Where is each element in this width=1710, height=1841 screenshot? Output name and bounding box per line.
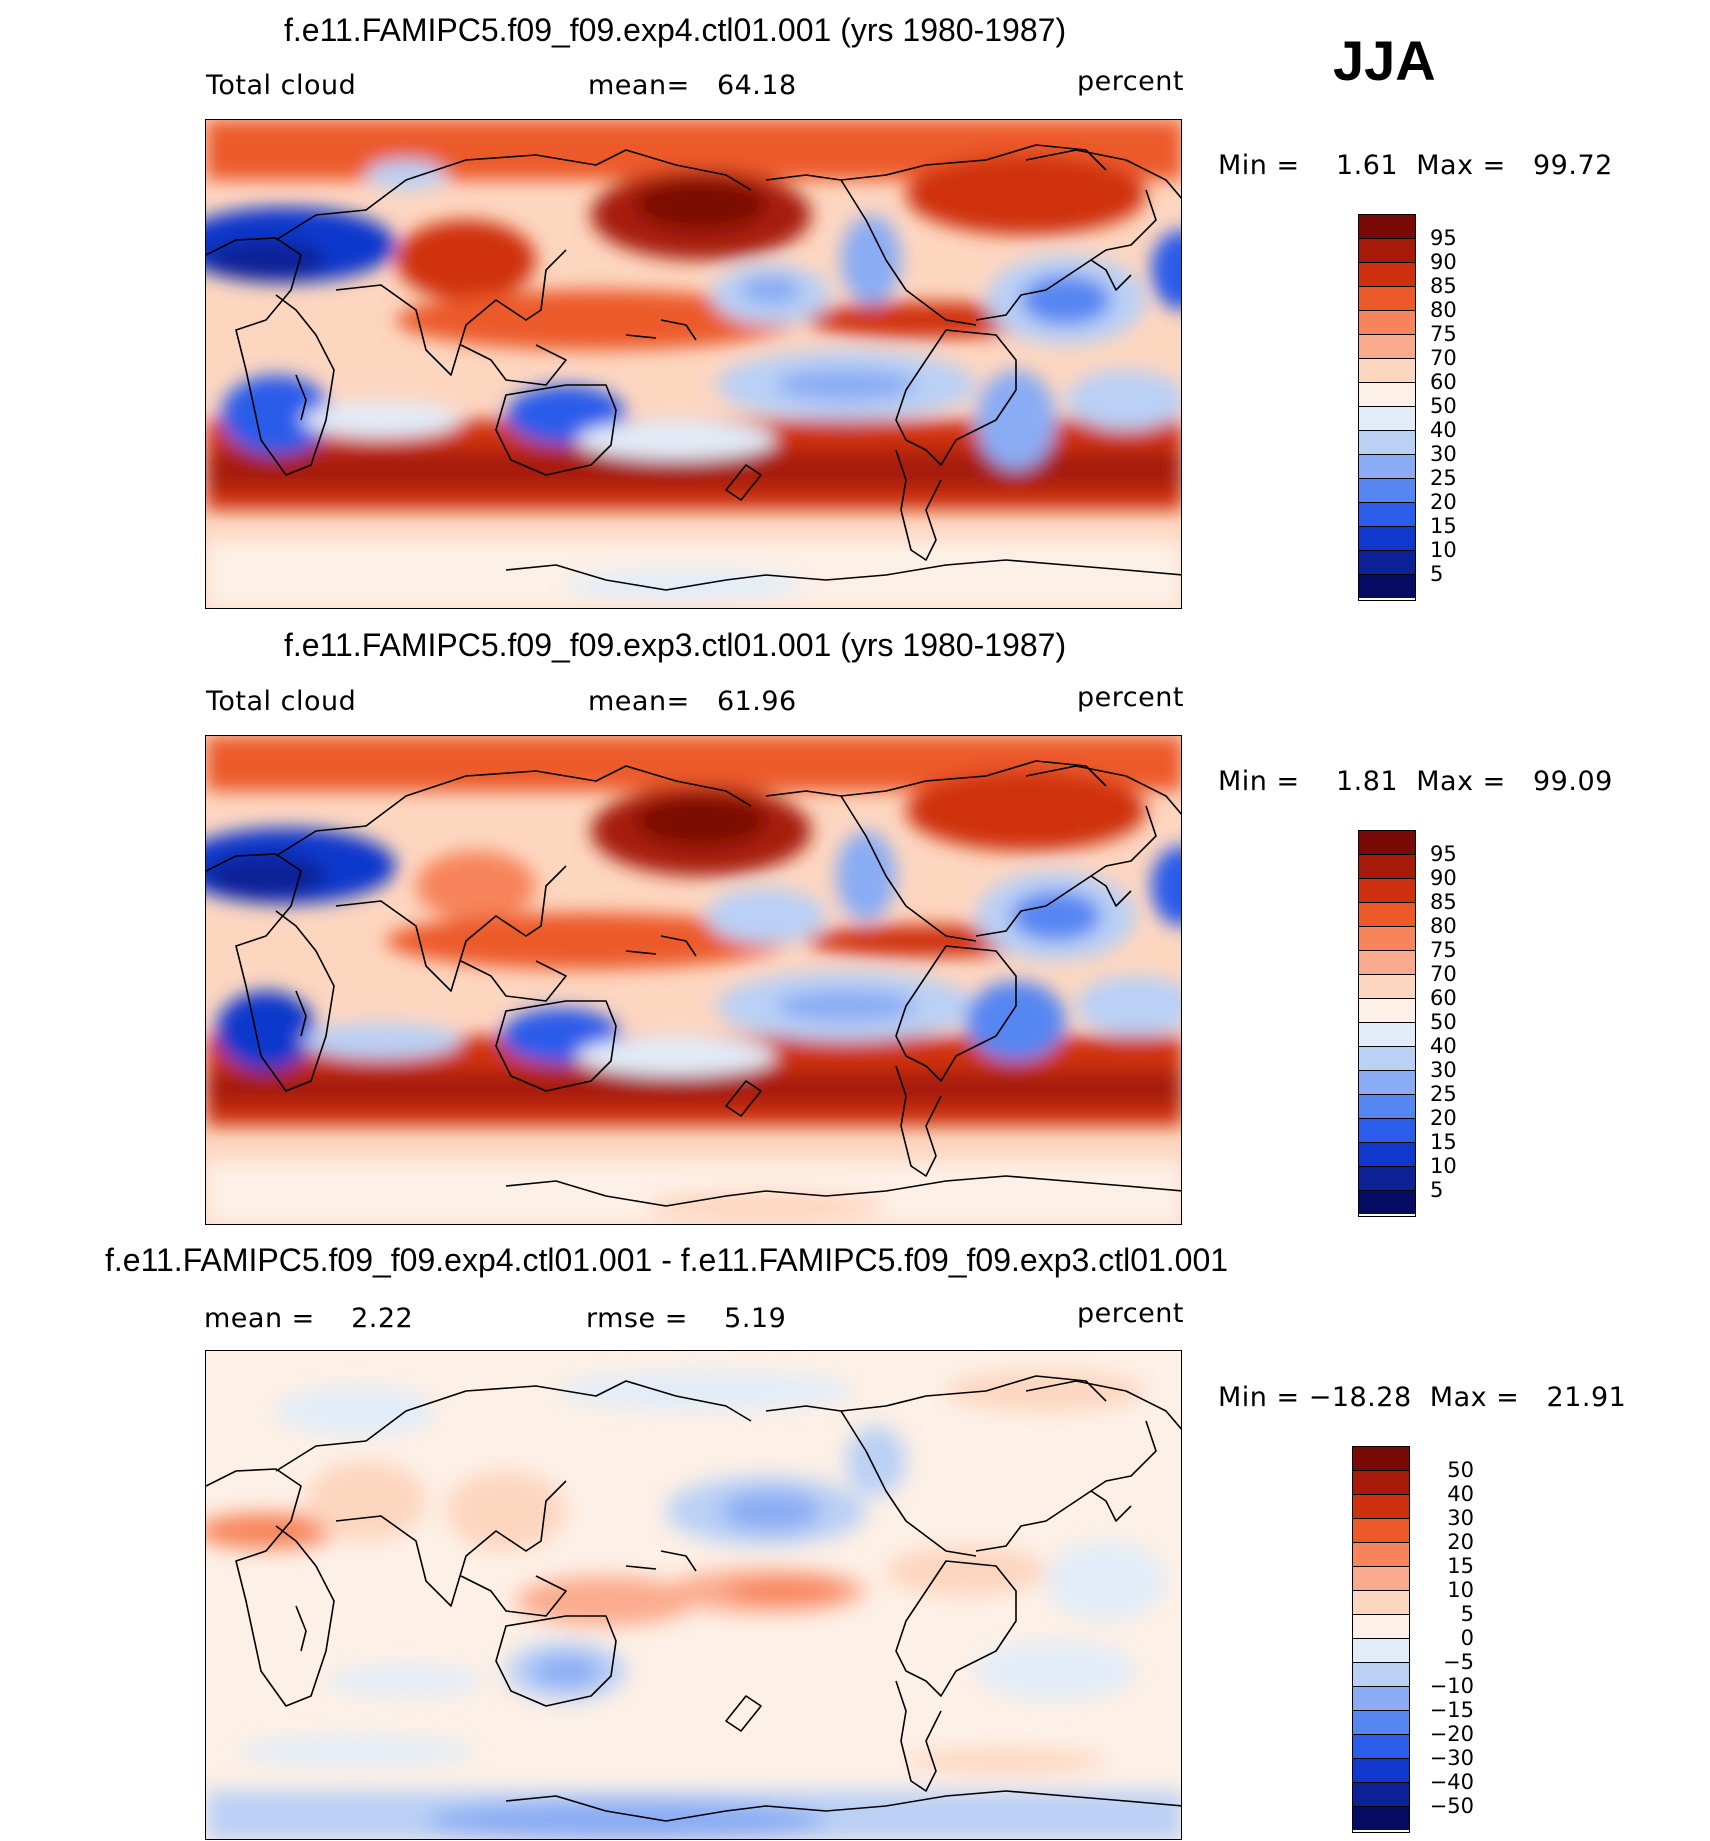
panel-3-colorbar-ticks: 50 40 30 20 15 10 5 0 −5 −10 −15 −20 −30… <box>1424 1458 1474 1818</box>
panel-2-mean-label: mean= 61.96 <box>588 686 797 717</box>
panel-3-tick: −10 <box>1429 1674 1474 1698</box>
panel-1-tick: 90 <box>1430 250 1457 274</box>
panel-1-mean-label: mean= 64.18 <box>588 70 797 101</box>
panel-3-colorbar <box>1352 1446 1410 1833</box>
panel-1-map <box>205 119 1182 609</box>
panel-3-title: f.e11.FAMIPC5.f09_f09.exp4.ctl01.001 - f… <box>105 1242 1229 1278</box>
panel-3-units-label: percent <box>1077 1298 1184 1329</box>
panel-3-minmax: Min = −18.28 Max = 21.91 <box>1218 1382 1627 1413</box>
panel-3-tick: 15 <box>1447 1554 1474 1578</box>
panel-2-tick: 95 <box>1430 842 1457 866</box>
panel-1-tick: 20 <box>1430 490 1457 514</box>
panel-2-colorbar-ticks: 95 90 85 80 75 70 60 50 40 30 25 20 15 1… <box>1430 842 1457 1202</box>
panel-2-tick: 30 <box>1430 1058 1457 1082</box>
panel-3-map <box>205 1350 1182 1840</box>
panel-2-tick: 5 <box>1430 1178 1444 1202</box>
panel-1-tick: 15 <box>1430 514 1457 538</box>
panel-1-tick: 30 <box>1430 442 1457 466</box>
season-label: JJA <box>1333 29 1436 92</box>
panel-1-tick: 80 <box>1430 298 1457 322</box>
panel-2-tick: 85 <box>1430 890 1457 914</box>
panel-1-tick: 5 <box>1430 562 1444 586</box>
panel-3-tick: −5 <box>1443 1650 1474 1674</box>
panel-1-tick: 70 <box>1430 346 1457 370</box>
panel-2-title: f.e11.FAMIPC5.f09_f09.exp3.ctl01.001 (yr… <box>284 627 1067 663</box>
panel-1-title: f.e11.FAMIPC5.f09_f09.exp4.ctl01.001 (yr… <box>284 12 1067 48</box>
panel-1-colorbar-ticks: 95 90 85 80 75 70 60 50 40 30 25 20 15 1… <box>1430 226 1457 586</box>
panel-3-tick: 0 <box>1460 1626 1474 1650</box>
panel-2-colorbar <box>1358 830 1416 1217</box>
panel-2-tick: 75 <box>1430 938 1457 962</box>
panel-2-tick: 70 <box>1430 962 1457 986</box>
panel-3-rmse-label: rmse = 5.19 <box>586 1303 787 1334</box>
panel-3-tick: −20 <box>1429 1722 1474 1746</box>
panel-2-tick: 90 <box>1430 866 1457 890</box>
panel-1-colorbar <box>1358 214 1416 601</box>
panel-3-tick: 40 <box>1447 1482 1474 1506</box>
panel-2-tick: 60 <box>1430 986 1457 1010</box>
panel-1-tick: 95 <box>1430 226 1457 250</box>
panel-1-units-label: percent <box>1077 66 1184 97</box>
panel-2-minmax: Min = 1.81 Max = 99.09 <box>1218 766 1613 797</box>
panel-3-tick: 30 <box>1447 1506 1474 1530</box>
panel-2-map <box>205 735 1182 1225</box>
panel-3-tick: −30 <box>1429 1746 1474 1770</box>
panel-2-variable-label: Total cloud <box>206 686 357 717</box>
panel-1-tick: 40 <box>1430 418 1457 442</box>
panel-1-tick: 75 <box>1430 322 1457 346</box>
panel-2-tick: 50 <box>1430 1010 1457 1034</box>
panel-1-tick: 25 <box>1430 466 1457 490</box>
panel-1-tick: 85 <box>1430 274 1457 298</box>
panel-2-tick: 10 <box>1430 1154 1457 1178</box>
panel-1-minmax: Min = 1.61 Max = 99.72 <box>1218 150 1613 181</box>
panel-1-variable-label: Total cloud <box>206 70 357 101</box>
panel-2-tick: 20 <box>1430 1106 1457 1130</box>
panel-3-tick: 20 <box>1447 1530 1474 1554</box>
panel-2-units-label: percent <box>1077 682 1184 713</box>
panel-3-tick: 50 <box>1447 1458 1474 1482</box>
panel-3-tick: 10 <box>1447 1578 1474 1602</box>
panel-2-tick: 15 <box>1430 1130 1457 1154</box>
panel-1-tick: 10 <box>1430 538 1457 562</box>
panel-2-tick: 80 <box>1430 914 1457 938</box>
panel-2-tick: 25 <box>1430 1082 1457 1106</box>
panel-1-tick: 50 <box>1430 394 1457 418</box>
panel-3-tick: −15 <box>1429 1698 1474 1722</box>
panel-2-tick: 40 <box>1430 1034 1457 1058</box>
panel-3-tick: −40 <box>1429 1770 1474 1794</box>
panel-3-mean-label: mean = 2.22 <box>204 1303 414 1334</box>
panel-1-tick: 60 <box>1430 370 1457 394</box>
panel-3-tick: 5 <box>1460 1602 1474 1626</box>
panel-3-tick: −50 <box>1429 1794 1474 1818</box>
